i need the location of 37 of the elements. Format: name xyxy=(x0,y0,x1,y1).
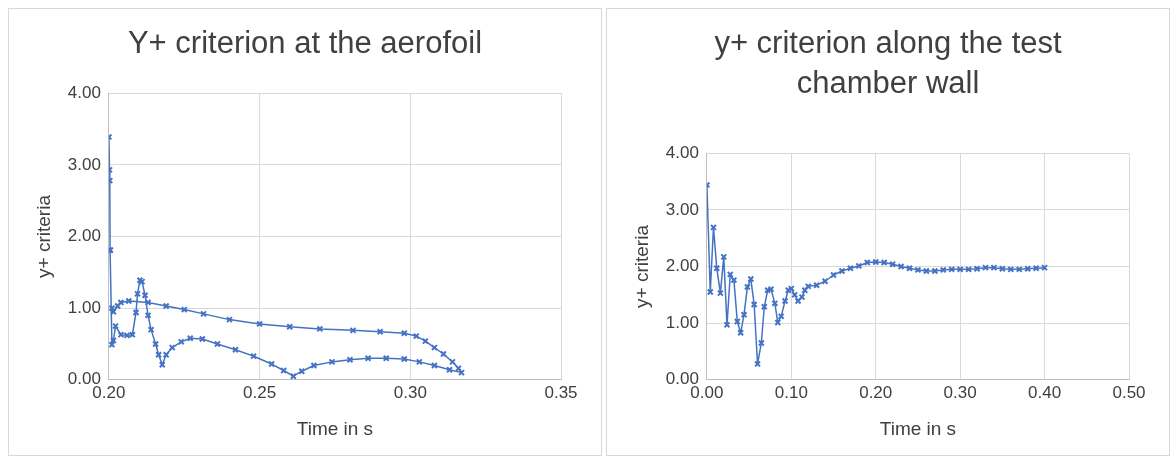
x-tick-label: 0.30 xyxy=(943,382,977,402)
point xyxy=(872,258,880,266)
y-tick-label: 3.00 xyxy=(67,154,101,174)
point xyxy=(1032,264,1040,272)
y-axis-title: y+ criteria xyxy=(630,224,652,308)
point xyxy=(723,321,731,329)
point xyxy=(740,311,748,319)
y-tick-label: 2.00 xyxy=(67,226,101,246)
chart-title: Y+ criterion at the aerofoil xyxy=(126,24,484,62)
point xyxy=(973,265,981,273)
x-tick-label: 0.10 xyxy=(774,382,808,402)
x-tick-label: 0.20 xyxy=(859,382,893,402)
point xyxy=(720,253,728,261)
x-axis-title: Time in s xyxy=(879,417,957,439)
point xyxy=(855,262,863,270)
y-tick-label: 1.00 xyxy=(67,297,101,317)
point xyxy=(747,275,755,283)
point xyxy=(757,339,765,347)
x-tick-label: 0.50 xyxy=(1112,382,1146,402)
x-tick-label: 0.40 xyxy=(1028,382,1062,402)
point xyxy=(931,267,939,275)
x-axis-title: Time in s xyxy=(296,417,374,439)
point xyxy=(821,277,829,285)
x-tick-label: 0.25 xyxy=(243,382,277,402)
y-tick-label: 2.00 xyxy=(665,256,699,276)
y-tick-label: 4.00 xyxy=(67,82,101,102)
y-axis-title: y+ criteria xyxy=(32,194,54,278)
point xyxy=(939,266,947,274)
y-tick-label: 4.00 xyxy=(665,142,699,162)
point xyxy=(914,266,922,274)
x-tick-label: 0.30 xyxy=(393,382,427,402)
x-tick-label: 0.35 xyxy=(544,382,578,402)
y-tick-label: 3.00 xyxy=(665,199,699,219)
point xyxy=(922,267,930,275)
y-tick-label: 1.00 xyxy=(665,312,699,332)
chart-title: y+ criterion along the test chamber wall xyxy=(713,24,1063,102)
point xyxy=(706,288,714,296)
